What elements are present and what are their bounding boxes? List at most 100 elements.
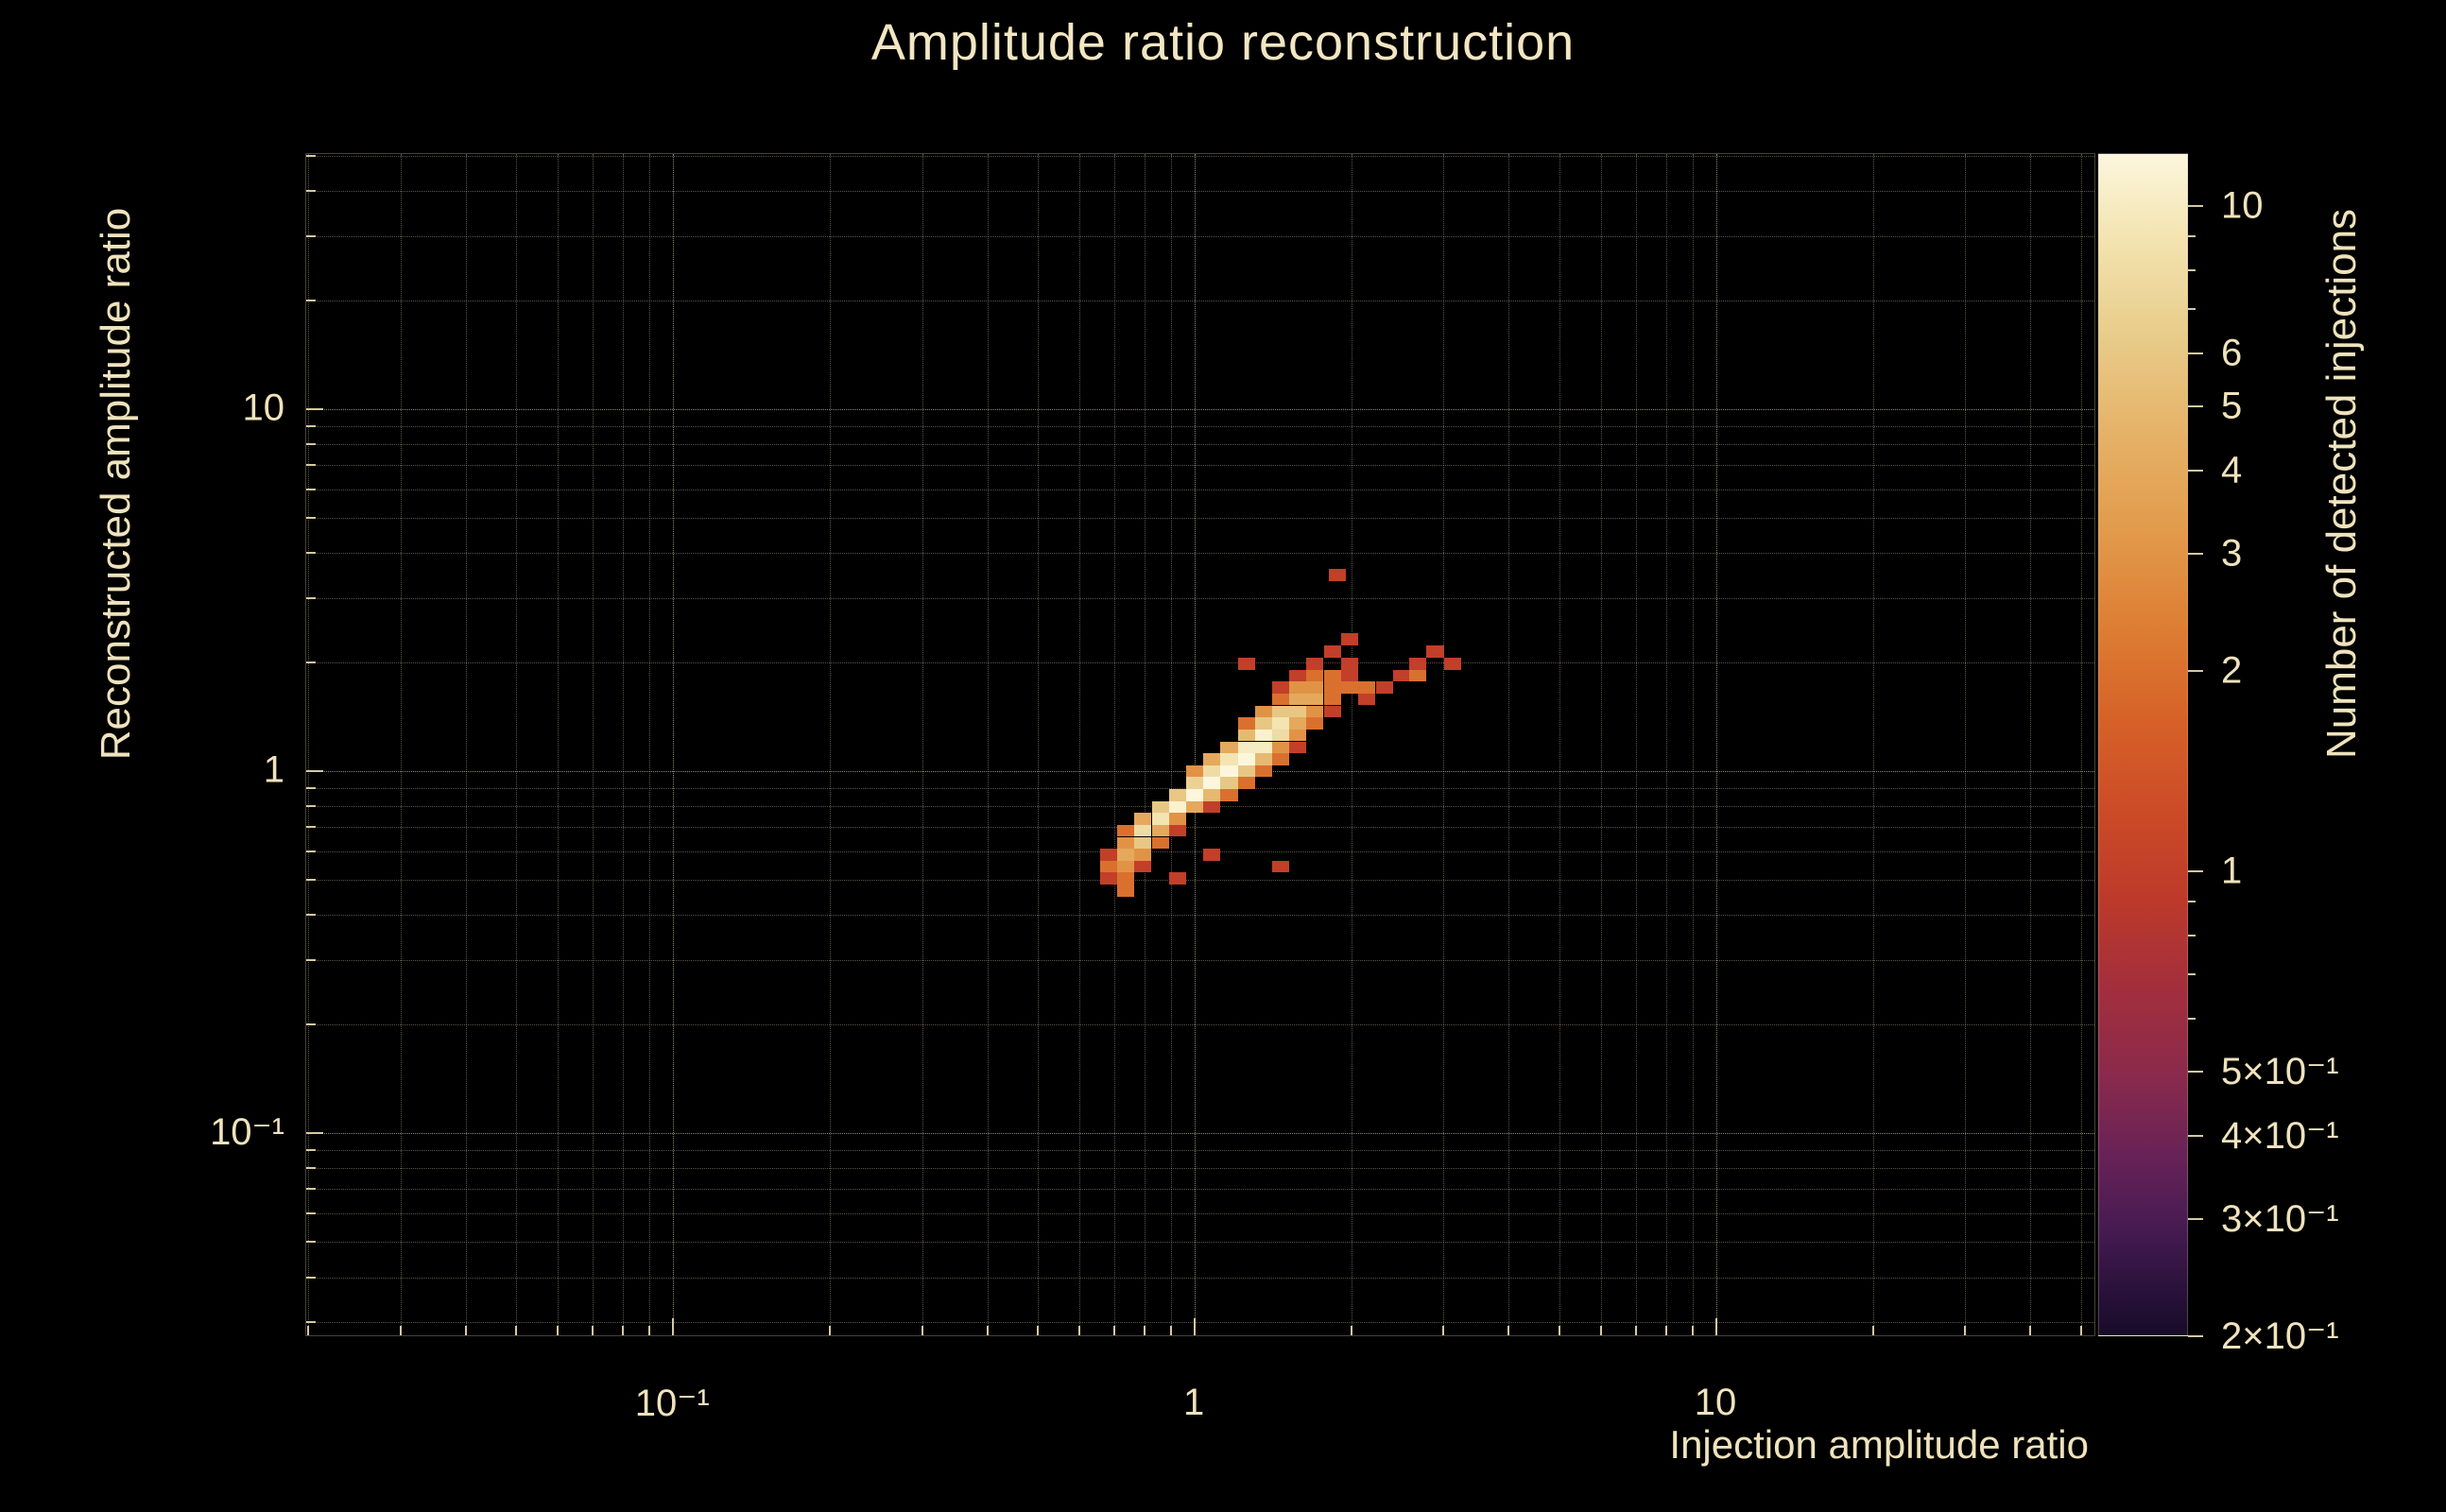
gridline <box>2080 154 2082 1335</box>
gridline <box>306 425 2094 427</box>
heatmap-cell <box>1134 824 1152 837</box>
heatmap-cell <box>1289 705 1307 718</box>
gridline <box>306 960 2094 962</box>
y-axis-tick <box>306 597 316 600</box>
gridline <box>306 1189 2094 1191</box>
colorbar-tick <box>2188 1018 2196 1021</box>
heatmap-cell <box>1220 753 1238 765</box>
heatmap-cell <box>1443 658 1461 670</box>
colorbar-tick <box>2188 1135 2203 1137</box>
gridline <box>308 154 310 1335</box>
heatmap-cell <box>1100 849 1118 861</box>
gridline <box>465 154 467 1335</box>
heatmap-cell <box>1323 705 1341 718</box>
heatmap-cell <box>1323 681 1341 694</box>
x-tick-label: 10 <box>1694 1382 1737 1423</box>
colorbar-tick-label: 4 <box>2221 449 2243 491</box>
x-axis-tick <box>1664 1326 1667 1335</box>
gridline <box>306 880 2094 882</box>
colorbar-tick-label: 5×10⁻¹ <box>2221 1050 2339 1092</box>
colorbar-tick <box>2188 404 2203 407</box>
gridline <box>592 154 594 1335</box>
heatmap-cell <box>1272 681 1290 694</box>
gridline <box>1078 154 1080 1335</box>
y-axis-tick <box>306 1321 316 1324</box>
heatmap-cell <box>1306 705 1324 718</box>
x-axis-tick <box>1112 1326 1115 1335</box>
x-axis-tick <box>921 1326 923 1335</box>
heatmap-cell <box>1134 813 1152 825</box>
y-axis-tick <box>306 443 316 446</box>
heatmap-cell <box>1117 860 1135 873</box>
y-tick-label: 10⁻¹ <box>210 1111 284 1153</box>
heatmap-cell <box>1306 681 1324 694</box>
gridline <box>306 156 2094 158</box>
x-axis-tick <box>621 1326 624 1335</box>
heatmap-cell <box>1323 669 1341 682</box>
heatmap-cell <box>1186 800 1204 814</box>
x-axis-tick <box>464 1326 467 1335</box>
heatmap-cell <box>1151 813 1169 825</box>
heatmap-cell <box>1254 717 1272 730</box>
colorbar-tick <box>2188 1218 2203 1220</box>
gridline <box>1170 154 1172 1335</box>
y-axis-tick <box>306 1212 316 1214</box>
heatmap-cell <box>1168 813 1186 825</box>
gridline <box>1600 154 1602 1335</box>
y-tick-label: 10 <box>242 387 285 429</box>
heatmap-cell <box>1358 693 1376 706</box>
colorbar-tick <box>2188 352 2203 354</box>
heatmap-cell <box>1220 777 1238 789</box>
x-axis-tick <box>986 1326 989 1335</box>
colorbar-tick-label: 5 <box>2221 385 2243 427</box>
heatmap-cell <box>1237 753 1255 765</box>
heatmap-cell <box>1375 681 1393 694</box>
heatmap-cell <box>1100 872 1118 885</box>
heatmap-cell <box>1323 693 1341 706</box>
gridline <box>922 154 923 1335</box>
heatmap-cell <box>1306 658 1324 670</box>
heatmap-cell <box>1186 789 1204 801</box>
heatmap-cell <box>1117 849 1135 861</box>
heatmap-cell <box>1409 658 1427 670</box>
y-axis-tick <box>306 489 316 490</box>
x-axis-tick <box>1194 1318 1197 1335</box>
x-axis-tick <box>556 1326 559 1335</box>
heatmap-cell <box>1237 658 1255 670</box>
plot-area <box>305 153 2095 1336</box>
gridline <box>306 553 2094 555</box>
colorbar-tick <box>2188 235 2196 237</box>
heatmap-cell <box>1203 777 1221 789</box>
colorbar-tick-label: 10 <box>2221 184 2264 227</box>
heatmap-cell <box>1392 669 1410 682</box>
x-axis-tick <box>1169 1326 1172 1335</box>
heatmap-cell <box>1117 885 1135 897</box>
y-axis-tick <box>306 786 316 789</box>
heatmap-cell <box>1237 741 1255 754</box>
gridline <box>648 154 650 1335</box>
heatmap-cell <box>1237 717 1255 730</box>
heatmap-cell <box>1306 693 1324 706</box>
heatmap-cell <box>1306 669 1324 682</box>
heatmap-cell <box>1151 800 1169 814</box>
chart-title: Amplitude ratio reconstruction <box>870 14 1576 71</box>
y-axis-tick <box>306 826 316 829</box>
heatmap-cell <box>1340 633 1358 645</box>
y-axis-tick <box>306 408 323 410</box>
heatmap-cell <box>1272 729 1290 742</box>
heatmap-cell <box>1203 765 1221 778</box>
y-axis-tick <box>306 850 316 852</box>
y-axis-tick <box>306 190 316 193</box>
gridline <box>306 1168 2094 1170</box>
gridline <box>306 851 2094 852</box>
x-axis-tick <box>829 1326 832 1335</box>
heatmap-cell <box>1306 717 1324 730</box>
gridline <box>306 662 2094 663</box>
colorbar-tick-label: 3×10⁻¹ <box>2221 1198 2339 1240</box>
x-axis-tick <box>672 1318 675 1335</box>
gridline <box>1038 154 1039 1335</box>
y-axis-tick <box>306 1167 316 1170</box>
colorbar-tick <box>2188 901 2196 903</box>
y-axis-tick <box>306 1148 316 1151</box>
y-axis-tick <box>306 661 316 663</box>
